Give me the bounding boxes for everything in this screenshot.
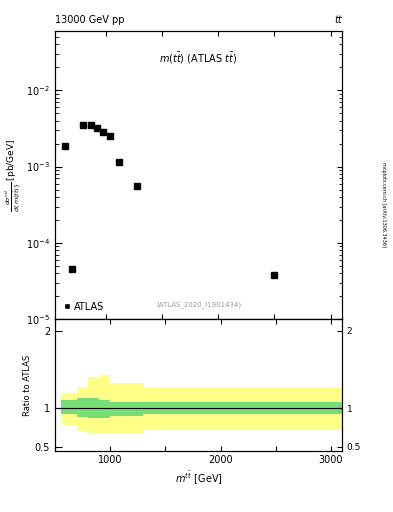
Text: $m(t\bar{t})$ (ATLAS $t\bar{t}$): $m(t\bar{t})$ (ATLAS $t\bar{t}$) (159, 51, 238, 66)
Y-axis label: $\frac{d\sigma^{nd}}{d\{m(t\bar{t})\}}$ [pb/GeV]: $\frac{d\sigma^{nd}}{d\{m(t\bar{t})\}}$ … (4, 138, 23, 212)
Y-axis label: Ratio to ATLAS: Ratio to ATLAS (23, 354, 32, 416)
Text: (ATLAS_2020_I1901434): (ATLAS_2020_I1901434) (156, 301, 241, 308)
Legend: ATLAS: ATLAS (60, 298, 107, 314)
X-axis label: $m^{t\bar{t}}$ [GeV]: $m^{t\bar{t}}$ [GeV] (174, 470, 222, 486)
Text: mcplots.cern.ch [arXiv:1306.3436]: mcplots.cern.ch [arXiv:1306.3436] (381, 162, 386, 247)
Text: tt: tt (334, 14, 342, 25)
Text: 13000 GeV pp: 13000 GeV pp (55, 14, 125, 25)
